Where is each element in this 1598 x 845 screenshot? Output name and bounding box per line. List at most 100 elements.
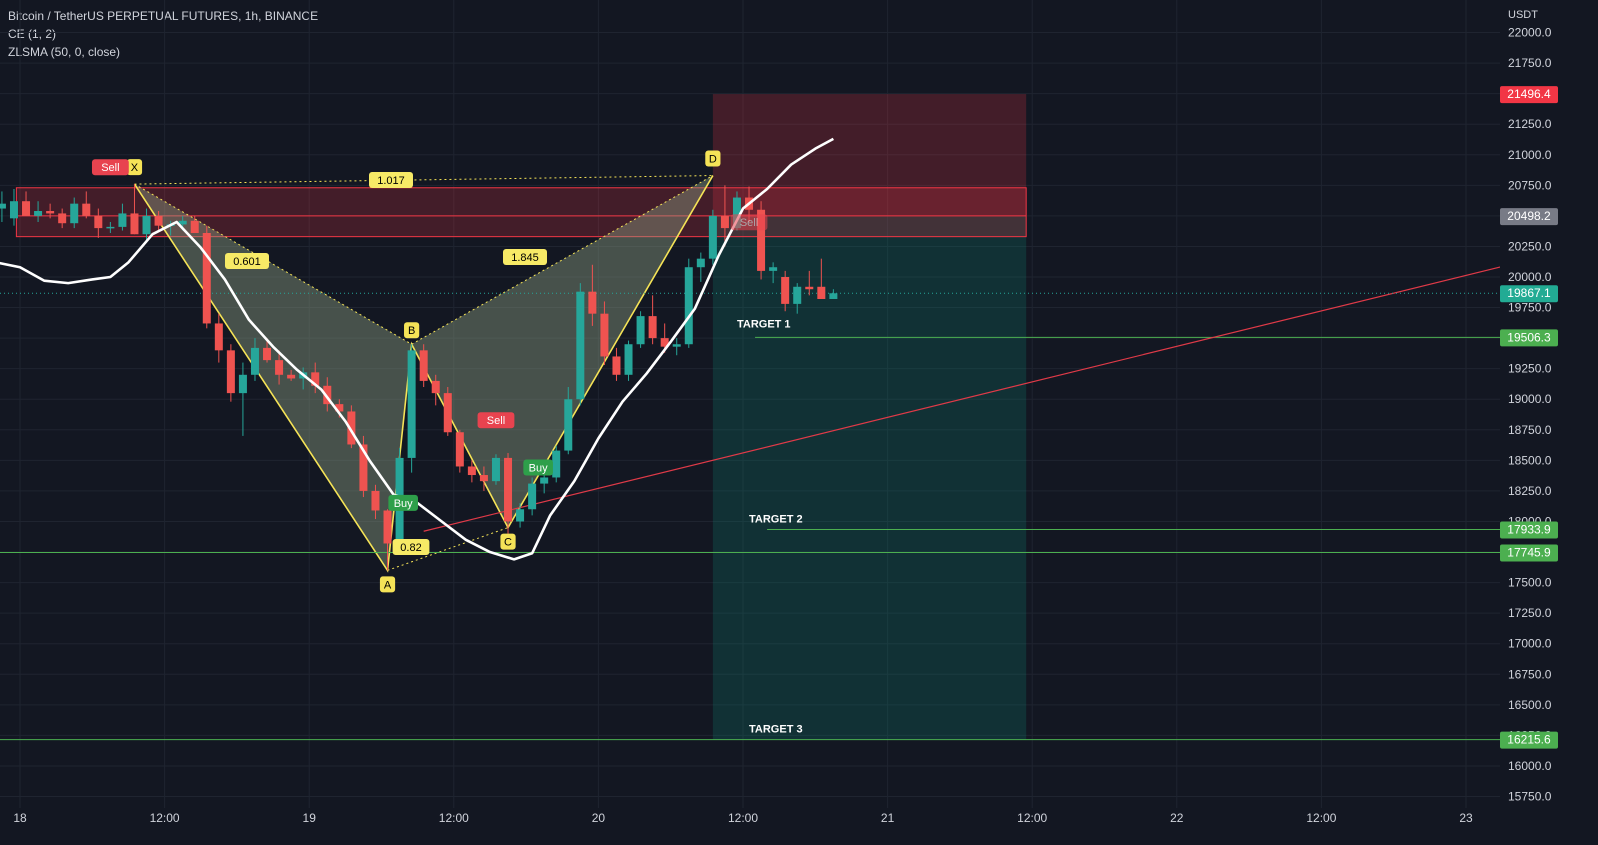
- candle[interactable]: [769, 262, 778, 284]
- candle[interactable]: [491, 454, 500, 485]
- candle[interactable]: [250, 338, 259, 381]
- candle[interactable]: [82, 191, 91, 219]
- candle[interactable]: [94, 208, 103, 238]
- candle[interactable]: [22, 191, 31, 216]
- candle[interactable]: [805, 270, 814, 296]
- candles[interactable]: [0, 184, 838, 571]
- candle[interactable]: [708, 209, 717, 265]
- price-badge[interactable]: 19506.3: [1500, 329, 1558, 347]
- candle[interactable]: [311, 362, 320, 394]
- candle[interactable]: [576, 283, 585, 406]
- candle[interactable]: [684, 258, 693, 348]
- ratio-label[interactable]: 1.845: [503, 249, 547, 265]
- candle[interactable]: [142, 208, 151, 241]
- candle[interactable]: [130, 184, 139, 235]
- candle-body: [0, 203, 6, 209]
- sell-signal[interactable]: Sell: [91, 159, 129, 176]
- candle[interactable]: [467, 460, 476, 483]
- ratio-label[interactable]: 1.017: [369, 172, 413, 188]
- candle[interactable]: [588, 264, 597, 326]
- candle[interactable]: [419, 344, 428, 388]
- buy-signal-bg: [523, 459, 553, 476]
- pattern-point-a[interactable]: A: [379, 576, 396, 593]
- candle[interactable]: [540, 472, 549, 494]
- candle[interactable]: [636, 311, 645, 348]
- candle[interactable]: [46, 203, 55, 219]
- candle[interactable]: [9, 188, 18, 226]
- price-badge[interactable]: 17745.9: [1500, 544, 1558, 562]
- pattern-point-c[interactable]: C: [500, 533, 516, 550]
- price-badge-bg: [1500, 521, 1558, 539]
- position-stop-zone[interactable]: [712, 94, 1027, 217]
- candle[interactable]: [323, 377, 332, 412]
- trendline[interactable]: [423, 262, 1515, 532]
- pattern-point-d[interactable]: D: [705, 150, 721, 167]
- candle[interactable]: [58, 208, 67, 229]
- candle[interactable]: [275, 350, 284, 385]
- candle[interactable]: [34, 201, 43, 222]
- candle[interactable]: [793, 283, 802, 314]
- candle-body: [757, 209, 766, 271]
- candle[interactable]: [479, 466, 488, 491]
- candle[interactable]: [383, 509, 392, 571]
- price-badge[interactable]: 20498.2: [1500, 208, 1558, 226]
- candle-body: [383, 510, 392, 544]
- candle[interactable]: [817, 258, 826, 300]
- time-axis[interactable]: 18 12:00 19 12:00 20 12:00 21 12:00 22 12:00 23: [0, 808, 1598, 845]
- candle[interactable]: [202, 225, 211, 329]
- price-badge[interactable]: 19867.1: [1500, 285, 1558, 303]
- candle[interactable]: [263, 338, 272, 363]
- candle[interactable]: [516, 503, 525, 528]
- candle[interactable]: [347, 405, 356, 449]
- candle[interactable]: [648, 295, 657, 345]
- candle[interactable]: [118, 203, 127, 231]
- candle[interactable]: [443, 387, 452, 436]
- candle[interactable]: [154, 210, 163, 231]
- price-badge-bg: [1500, 86, 1558, 104]
- candle[interactable]: [600, 301, 609, 366]
- candle[interactable]: [757, 201, 766, 280]
- candle[interactable]: [70, 197, 79, 229]
- candle[interactable]: [552, 445, 561, 483]
- sell-zone-box[interactable]: [15, 187, 1027, 238]
- candle[interactable]: [612, 347, 621, 381]
- symbol-title[interactable]: Bitcoin / TetherUS PERPETUAL FUTURES, 1h…: [8, 9, 319, 23]
- candle[interactable]: [359, 435, 368, 498]
- candle[interactable]: [564, 387, 573, 455]
- position-target-zone[interactable]: [712, 216, 1027, 740]
- candle[interactable]: [455, 429, 464, 473]
- sell-signal[interactable]: Sell: [730, 214, 768, 231]
- pattern-point-b[interactable]: B: [404, 322, 420, 339]
- pattern-point-x[interactable]: X: [126, 159, 143, 176]
- indicator-zlsma-label[interactable]: ZLSMA (50, 0, close): [8, 45, 121, 59]
- candle[interactable]: [106, 221, 115, 233]
- price-badge[interactable]: 16215.6: [1500, 731, 1558, 749]
- candle[interactable]: [371, 484, 380, 520]
- candle[interactable]: [226, 344, 235, 402]
- candle[interactable]: [829, 289, 838, 300]
- candle[interactable]: [407, 344, 416, 473]
- candle[interactable]: [781, 270, 790, 312]
- price-badge[interactable]: 17933.9: [1500, 521, 1558, 539]
- candle[interactable]: [431, 374, 440, 406]
- candle[interactable]: [720, 185, 729, 247]
- sell-signal[interactable]: Sell: [477, 412, 515, 429]
- candle[interactable]: [287, 369, 296, 381]
- candle[interactable]: [238, 362, 247, 436]
- candle[interactable]: [672, 338, 681, 356]
- price-badge[interactable]: 21496.4: [1500, 86, 1558, 104]
- candle[interactable]: [528, 477, 537, 516]
- ratio-label[interactable]: 0.601: [225, 253, 269, 269]
- buy-signal[interactable]: Buy: [388, 494, 418, 511]
- candle[interactable]: [624, 340, 633, 381]
- candle[interactable]: [190, 215, 199, 233]
- ratio-label[interactable]: 0.82: [392, 539, 430, 555]
- candle[interactable]: [0, 191, 6, 222]
- candle[interactable]: [504, 453, 513, 534]
- candle[interactable]: [696, 252, 705, 282]
- price-axis[interactable]: USDT22000.021750.021500.021250.021000.02…: [1500, 0, 1598, 845]
- candle[interactable]: [214, 313, 223, 363]
- buy-signal[interactable]: Buy: [523, 459, 553, 476]
